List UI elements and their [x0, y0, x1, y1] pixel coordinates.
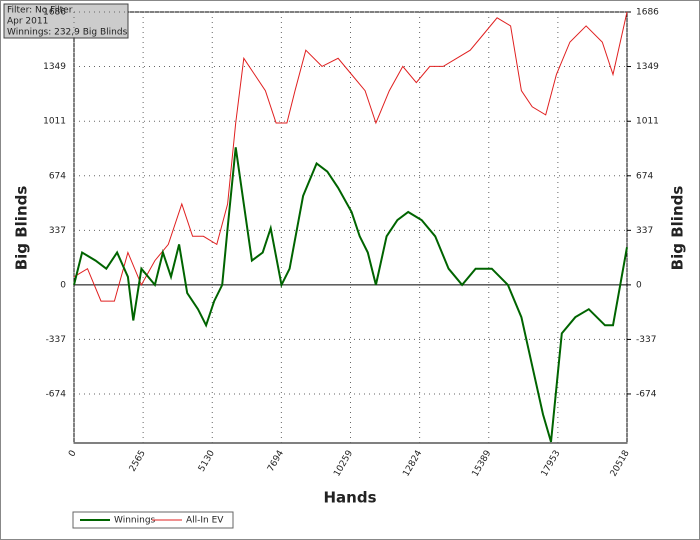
y2-tick-label: 1349 — [636, 62, 659, 72]
y2-tick-label: 1686 — [636, 8, 659, 18]
y2-tick-label: -674 — [636, 389, 657, 399]
y-tick-label: 1686 — [43, 8, 66, 18]
x-axis-label: Hands — [323, 489, 376, 507]
data-line — [73, 11, 628, 302]
legend-label: Winnings — [114, 516, 156, 526]
y2-tick-label: 1011 — [636, 117, 659, 127]
y2-axis-label: Big Blinds — [669, 186, 687, 271]
info-box — [3, 3, 129, 39]
y2-tick-label: 337 — [636, 226, 653, 236]
y-axis-label: Big Blinds — [13, 186, 31, 271]
y-tick-label: -337 — [46, 335, 66, 345]
info-text: Apr 2011 — [7, 17, 48, 27]
y-tick-label: -674 — [46, 389, 67, 399]
info-text: Winnings: 232,9 Big Blinds — [7, 28, 128, 38]
x-tick-label: 0 — [67, 449, 79, 459]
y2-tick-label: -337 — [636, 335, 656, 345]
y-tick-label: 0 — [60, 280, 66, 290]
y-tick-label: 1349 — [43, 62, 66, 72]
data-line — [73, 147, 628, 443]
info-text: Filter: No Filter — [7, 6, 73, 16]
y-tick-label: 337 — [49, 226, 66, 236]
y-tick-label: 1011 — [43, 117, 66, 127]
y2-tick-label: 0 — [636, 280, 642, 290]
y2-tick-label: 674 — [636, 171, 653, 181]
legend-label: All-In EV — [186, 516, 224, 526]
y-tick-label: 674 — [49, 171, 66, 181]
